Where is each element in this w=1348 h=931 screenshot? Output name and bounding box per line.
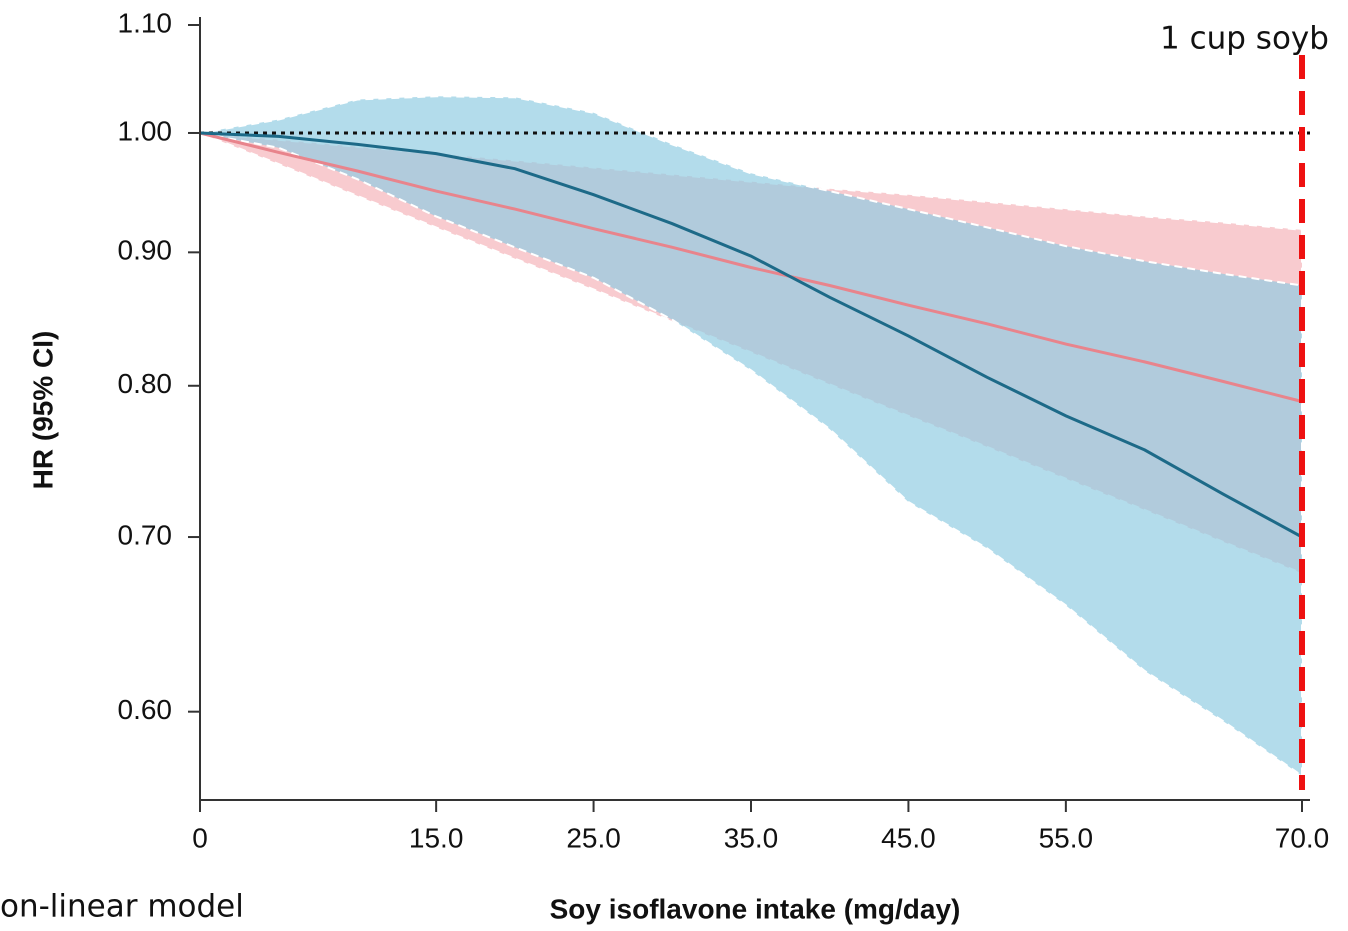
x-tick-label: 55.0 xyxy=(1039,822,1094,853)
x-tick-label: 25.0 xyxy=(566,822,621,853)
hr-line xyxy=(199,131,1303,403)
y-tick-label: 0.70 xyxy=(118,519,173,550)
x-tick-label: 45.0 xyxy=(881,822,936,853)
y-tick-label: 1.10 xyxy=(118,7,173,38)
y-tick-label: 0.80 xyxy=(118,368,173,399)
y-tick-label: 0.60 xyxy=(118,694,173,725)
ci-band xyxy=(199,95,1303,778)
y-tick-label: 1.00 xyxy=(118,115,173,146)
model-note: on-linear model xyxy=(0,889,244,925)
x-tick-label: 35.0 xyxy=(724,822,779,853)
x-axis-title: Soy isoflavone intake (mg/day) xyxy=(550,893,961,924)
x-tick-label: 70.0 xyxy=(1275,822,1330,853)
marker-label: 1 cup soyb xyxy=(1160,21,1329,57)
y-axis-title: HR (95% CI) xyxy=(27,331,58,490)
hr-line xyxy=(199,131,1303,539)
x-tick-label: 15.0 xyxy=(409,822,464,853)
y-tick-label: 0.90 xyxy=(118,235,173,266)
x-tick-label: 0 xyxy=(192,822,208,853)
